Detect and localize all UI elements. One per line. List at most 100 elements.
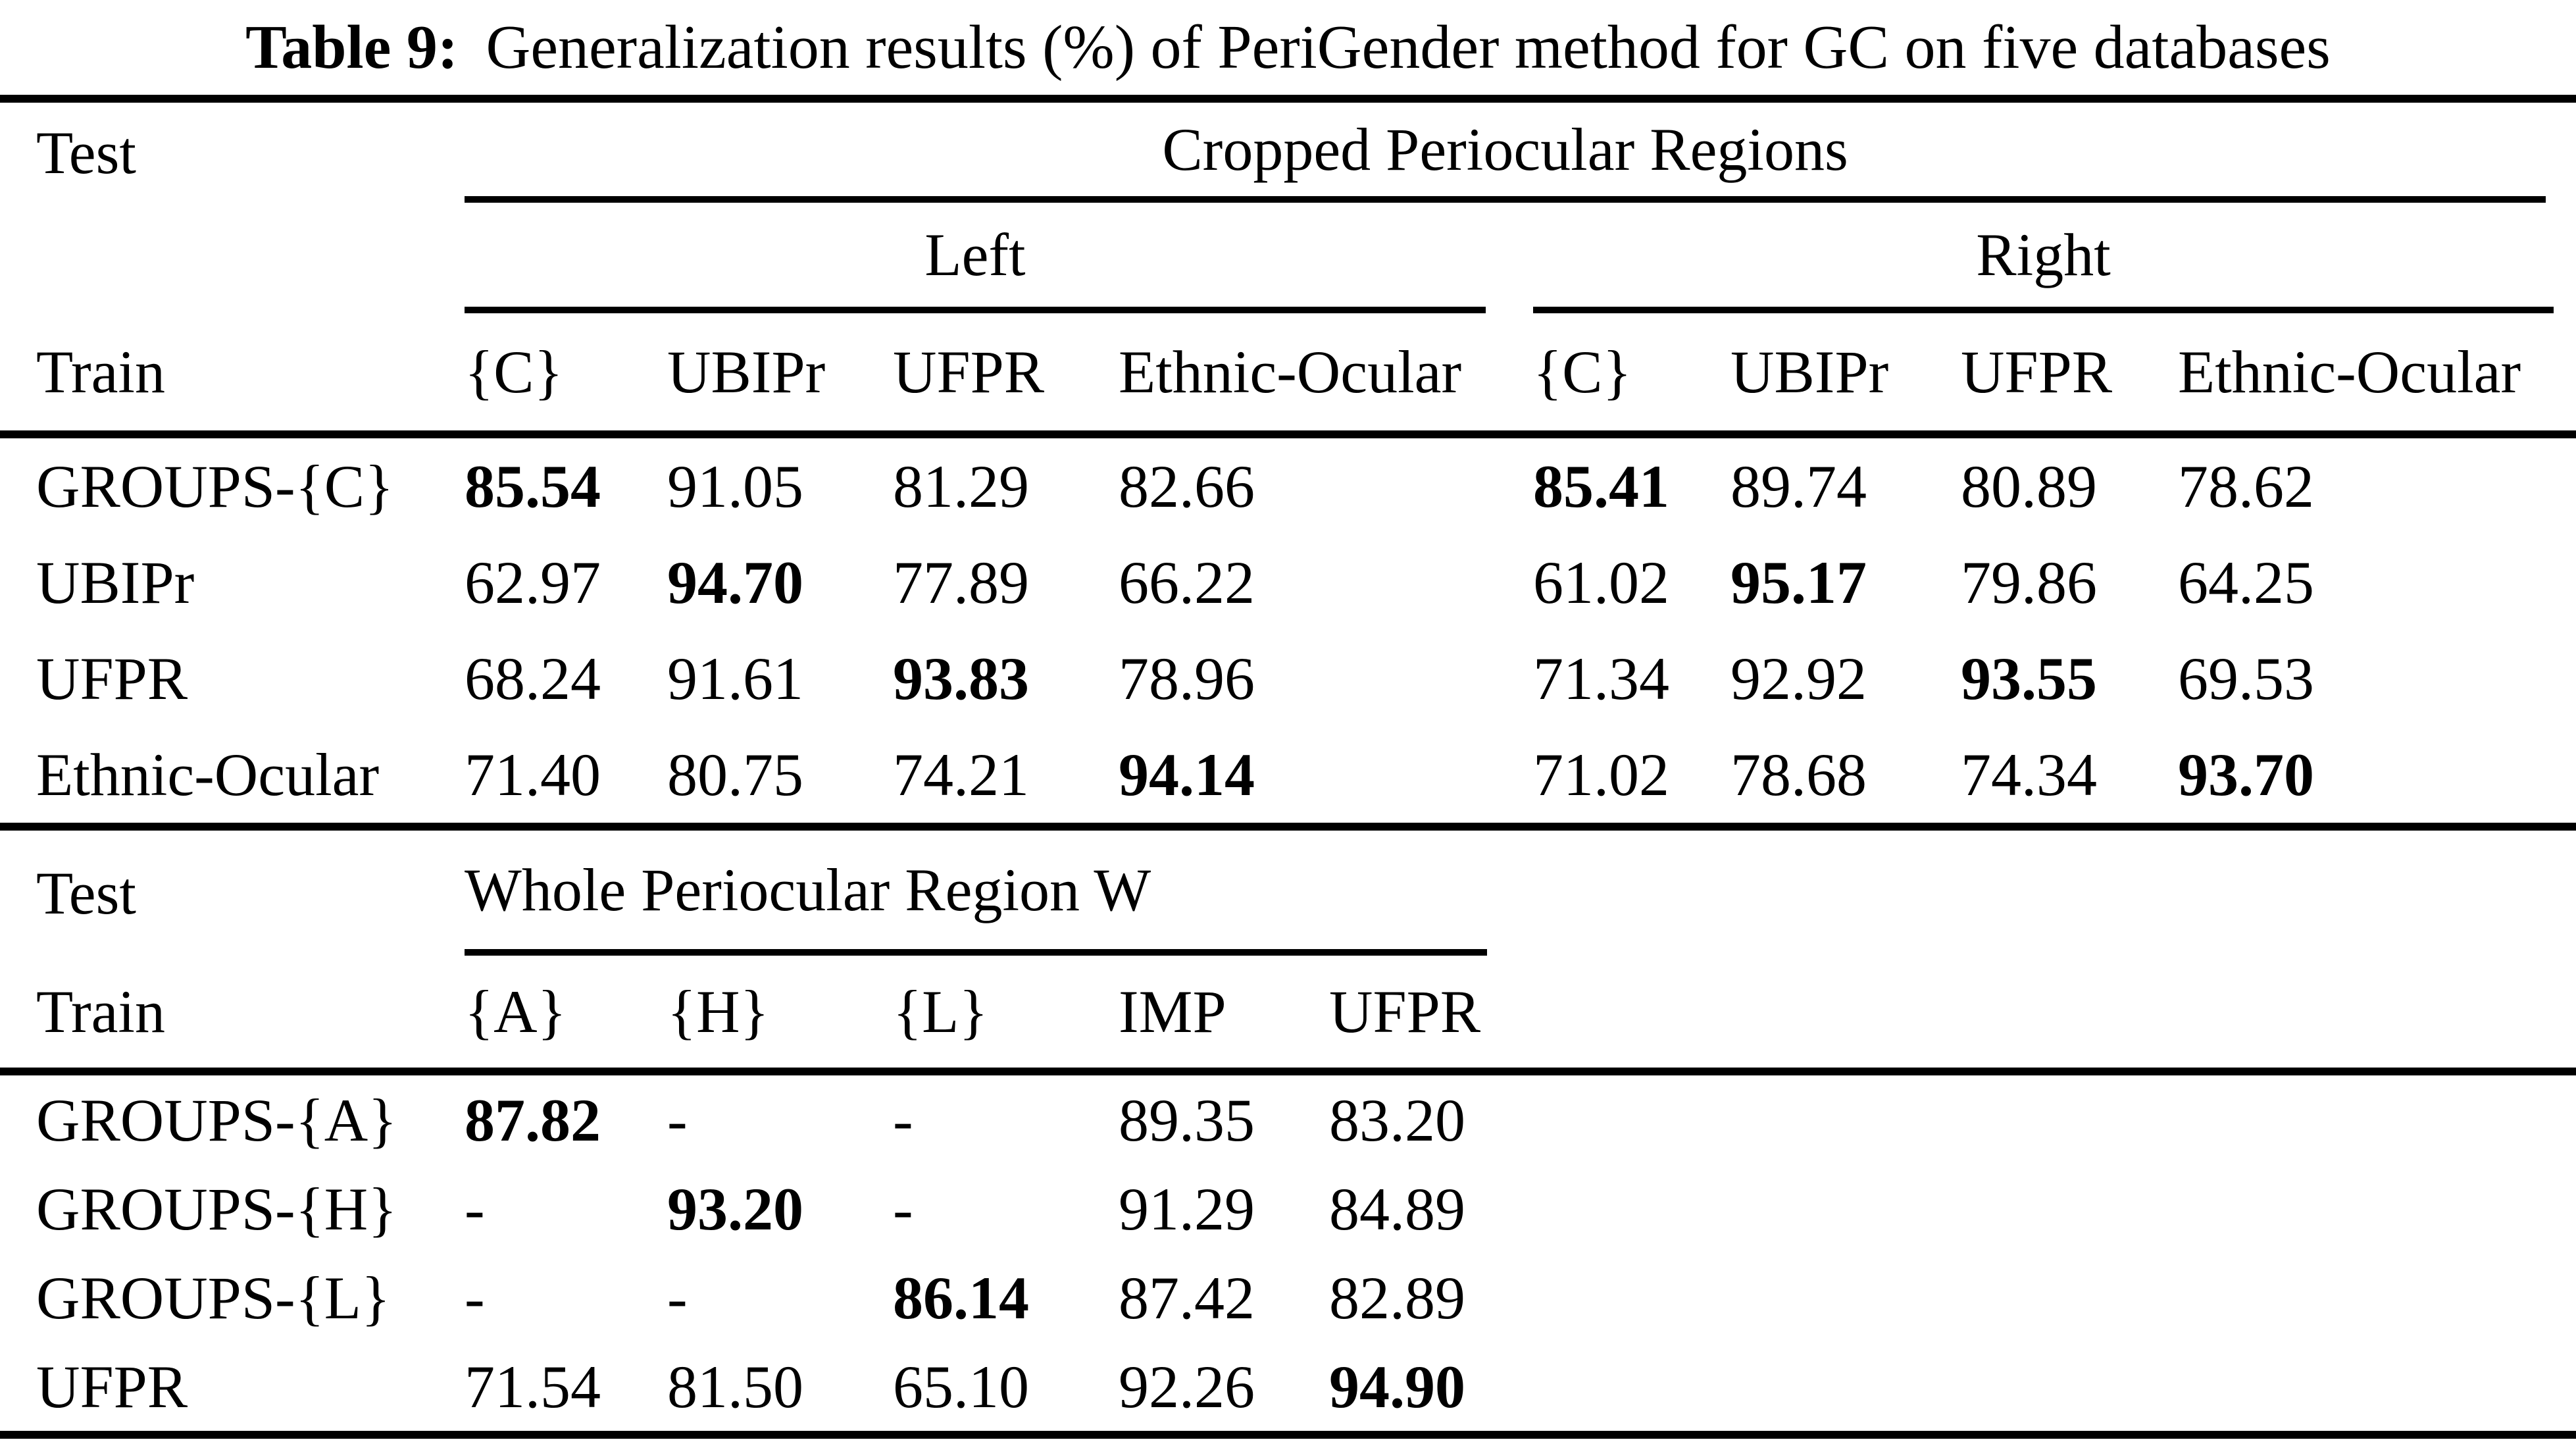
data-cell: 65.10 [893,1353,1029,1420]
column-header: {A} [465,956,667,1075]
table-caption: Table 9: Generalization results (%) of P… [0,0,2576,95]
data-cell: 80.89 [1961,453,2097,520]
data-cell: 91.29 [1119,1175,1255,1243]
table-row: GROUPS-{C} 85.54 91.05 81.29 82.66 85.41… [0,434,2576,534]
data-cell: 61.02 [1533,549,1669,616]
cropped-regions-table: Test Cropped Periocular Regions Left Rig… [0,95,2576,831]
data-cell: 77.89 [893,549,1029,616]
table-row: Test Whole Periocular Region W [0,831,2576,956]
data-cell: 85.54 [465,453,601,520]
table-caption-text: Generalization results (%) of PeriGender… [486,13,2331,82]
table-row: Left Right [0,203,2576,313]
data-cell: - [893,1175,913,1243]
column-header: IMP [1119,956,1329,1075]
data-cell: 95.17 [1730,549,1867,616]
data-cell: - [465,1175,485,1243]
row-header: GROUPS-{C} [36,453,394,520]
empty-cell [1487,1342,2576,1435]
data-cell: 81.50 [667,1353,803,1420]
test-header-cell: Test [36,860,136,927]
subgroup-right-label: Right [1533,203,2554,313]
data-cell: 85.41 [1533,453,1669,520]
data-cell: 82.89 [1329,1264,1465,1331]
row-header: Ethnic-Ocular [36,741,380,808]
data-cell: 93.55 [1961,645,2097,712]
group-header-whole: Whole Periocular Region W [465,831,1488,956]
table-row: UFPR 71.54 81.50 65.10 92.26 94.90 [0,1342,2576,1435]
data-cell: 86.14 [893,1264,1029,1331]
column-header: Ethnic-Ocular [1119,313,1533,438]
table-row: Test Cropped Periocular Regions [0,99,2576,203]
data-cell: - [465,1264,485,1331]
column-header: {C} [1533,313,1730,438]
data-cell: 94.14 [1119,741,1255,808]
data-cell: 87.82 [465,1086,601,1154]
row-header: UFPR [36,1353,188,1420]
row-header: GROUPS-{A} [36,1086,397,1154]
table-row: Ethnic-Ocular 71.40 80.75 74.21 94.14 71… [0,727,2576,827]
data-cell: 71.02 [1533,741,1669,808]
data-cell: 89.35 [1119,1086,1255,1154]
train-header-cell: Train [0,956,465,1075]
data-cell: 93.20 [667,1175,803,1243]
empty-cell [1487,831,2576,956]
subgroup-right: Right [1533,203,2576,313]
column-header: {C} [465,313,667,438]
column-header: UFPR [1961,313,2178,438]
data-cell: 94.90 [1329,1353,1465,1420]
column-header: {L} [893,956,1119,1075]
row-header: GROUPS-{H} [36,1175,397,1243]
data-cell: 93.83 [893,645,1029,712]
table-row: UBIPr 62.97 94.70 77.89 66.22 61.02 95.1… [0,534,2576,631]
data-cell: 91.61 [667,645,803,712]
subgroup-left: Left [465,203,1533,313]
column-header: UFPR [1329,956,1488,1075]
table-row: Train {A} {H} {L} IMP UFPR [0,956,2576,1075]
data-cell: 94.70 [667,549,803,616]
data-cell: 91.05 [667,453,803,520]
table-row: GROUPS-{L} - - 86.14 87.42 82.89 [0,1253,2576,1342]
empty-cell [1487,956,2576,1075]
test-header-cell: Test [36,119,136,186]
data-cell: 68.24 [465,645,601,712]
table-row: Train {C} UBIPr UFPR Ethnic-Ocular {C} U… [0,313,2576,438]
group-header-cropped: Cropped Periocular Regions [465,99,2576,203]
empty-cell [1487,1253,2576,1342]
data-cell: 93.70 [2178,741,2314,808]
empty-cell [1487,1164,2576,1253]
data-cell: 62.97 [465,549,601,616]
data-cell: - [667,1264,688,1331]
data-cell: 69.53 [2178,645,2314,712]
data-cell: 66.22 [1119,549,1255,616]
data-cell: 87.42 [1119,1264,1255,1331]
table-row: GROUPS-{H} - 93.20 - 91.29 84.89 [0,1164,2576,1253]
data-cell: 84.89 [1329,1175,1465,1243]
data-cell: 78.96 [1119,645,1255,712]
data-cell: 92.92 [1730,645,1867,712]
row-header: UFPR [36,645,188,712]
data-cell: 78.62 [2178,453,2314,520]
data-cell: 81.29 [893,453,1029,520]
train-header-cell: Train [0,313,465,438]
table-row: GROUPS-{A} 87.82 - - 89.35 83.20 [0,1071,2576,1164]
column-header: {H} [667,956,893,1075]
data-cell: 71.34 [1533,645,1669,712]
row-header: GROUPS-{L} [36,1264,391,1331]
data-cell: - [893,1086,913,1154]
column-header: UBIPr [667,313,893,438]
data-cell: 89.74 [1730,453,1867,520]
column-header: UBIPr [1730,313,1961,438]
data-cell: 79.86 [1961,549,2097,616]
data-cell: 71.40 [465,741,601,808]
subgroup-left-label: Left [465,203,1486,313]
data-cell: 92.26 [1119,1353,1255,1420]
data-cell: 64.25 [2178,549,2314,616]
whole-region-table: Test Whole Periocular Region W Train {A}… [0,831,2576,1439]
table-row: UFPR 68.24 91.61 93.83 78.96 71.34 92.92… [0,631,2576,727]
empty-cell [0,203,465,313]
data-cell: - [667,1086,688,1154]
empty-cell [1487,1071,2576,1164]
data-cell: 78.68 [1730,741,1867,808]
column-header: UFPR [893,313,1119,438]
